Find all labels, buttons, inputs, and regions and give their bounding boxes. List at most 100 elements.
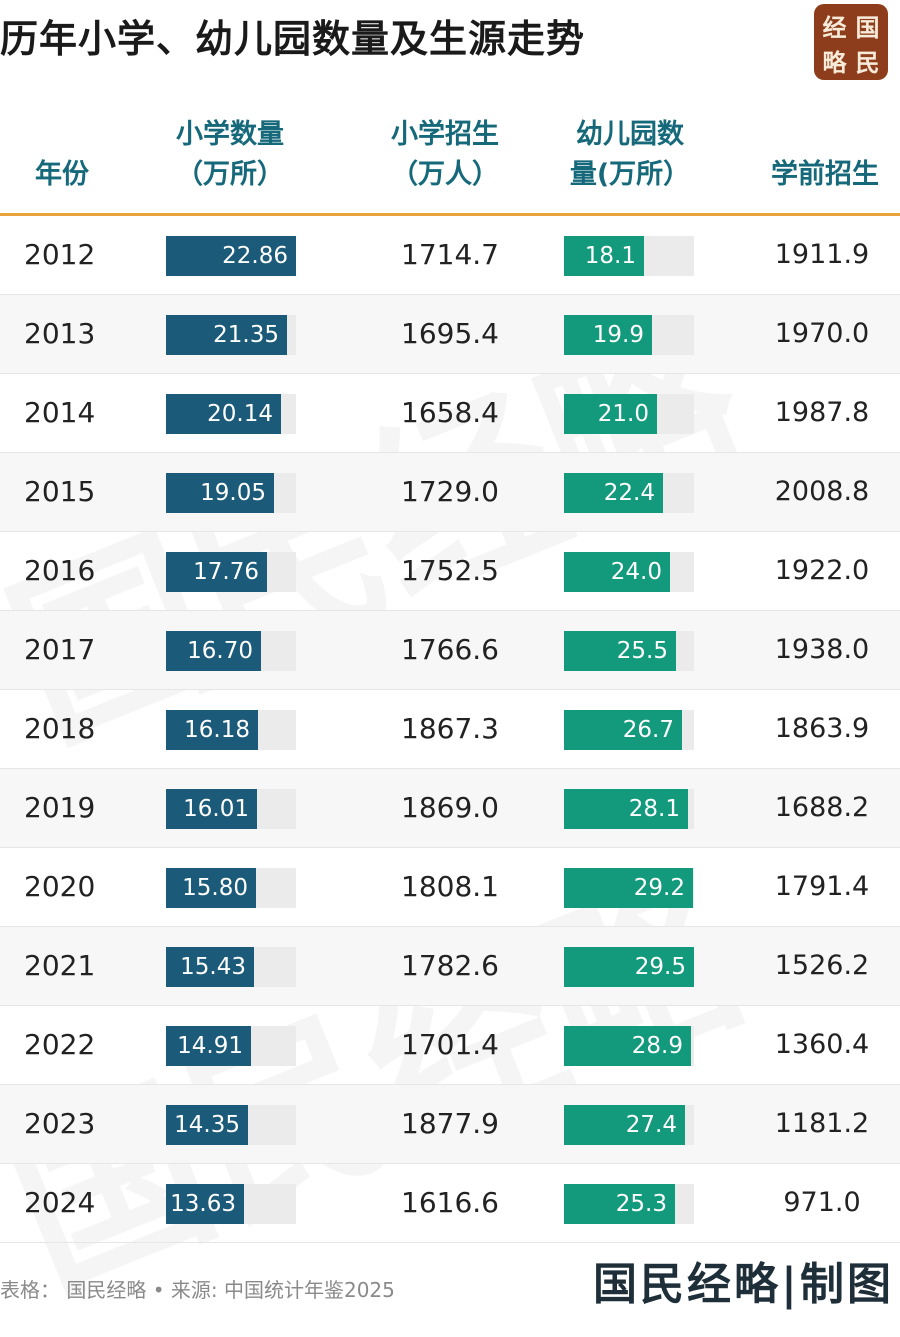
source-note: 表格： 国民经略 • 来源: 中国统计年鉴2025 — [0, 1278, 395, 1302]
seal-char: 民 — [855, 48, 880, 77]
year-cell: 2013 — [24, 317, 96, 350]
preschool-cell: 2008.8 — [774, 476, 870, 507]
year-cell: 2022 — [24, 1028, 96, 1061]
enroll-cell: 1808.1 — [401, 870, 499, 903]
preschool-cell: 1863.9 — [774, 713, 870, 744]
table-row: 2016 17.76 1752.5 24.0 1922.0 — [0, 532, 900, 611]
preschool-cell: 1987.8 — [774, 397, 870, 428]
enroll-cell: 1658.4 — [401, 396, 499, 429]
kinder-bar-track: 27.4 — [564, 1105, 694, 1145]
enroll-cell: 1867.3 — [401, 712, 499, 745]
kinder-value: 19.9 — [592, 322, 644, 348]
kinder-bar-track: 24.0 — [564, 552, 694, 592]
kinder-bar — [564, 473, 663, 513]
kinder-bar-track: 29.2 — [564, 868, 694, 908]
kinder-value: 21.0 — [597, 401, 649, 427]
enroll-cell: 1695.4 — [401, 317, 499, 350]
schools-bar — [166, 315, 287, 355]
table-row: 2012 22.86 1714.7 18.1 1911.9 — [0, 216, 900, 295]
schools-value: 16.18 — [184, 717, 250, 743]
schools-bar — [166, 552, 267, 592]
schools-bar — [166, 1184, 244, 1224]
kinder-bar — [564, 236, 644, 276]
kinder-bar — [564, 710, 682, 750]
kinder-bar — [564, 868, 693, 908]
kinder-bar — [564, 552, 670, 592]
year-cell: 2024 — [24, 1186, 96, 1219]
preschool-cell: 1688.2 — [774, 792, 870, 823]
year-cell: 2019 — [24, 791, 96, 824]
enroll-cell: 1714.7 — [401, 238, 499, 271]
table-row: 2023 14.35 1877.9 27.4 1181.2 — [0, 1085, 900, 1164]
schools-value: 14.91 — [177, 1033, 243, 1059]
header-preschool: 学前招生 — [760, 155, 890, 195]
kinder-value: 18.1 — [584, 243, 636, 269]
brand-mark: 国民经略|制图 — [592, 1259, 894, 1310]
data-table: 2012 22.86 1714.7 18.1 1911.9 2013 21.35 1695.4… — [0, 216, 900, 1243]
schools-value: 13.63 — [170, 1191, 236, 1217]
header-schools-line2: （万所） — [176, 159, 284, 190]
table-row: 2019 16.01 1869.0 28.1 1688.2 — [0, 769, 900, 848]
header-schools-line1: 小学数量 — [176, 119, 284, 150]
kinder-value: 27.4 — [625, 1112, 677, 1138]
table-header: 年份 小学数量 （万所） 小学招生 （万人） 幼儿园数 量(万所） 学前招生 — [0, 105, 900, 216]
year-cell: 2018 — [24, 712, 96, 745]
kinder-bar-track: 28.9 — [564, 1026, 694, 1066]
logo-seal: 经 国 略 民 — [814, 4, 888, 80]
schools-bar-track: 17.76 — [166, 552, 296, 592]
kinder-bar — [564, 947, 694, 987]
year-cell: 2017 — [24, 633, 96, 666]
enroll-cell: 1752.5 — [401, 554, 499, 587]
year-cell: 2012 — [24, 238, 96, 271]
table-row: 2020 15.80 1808.1 29.2 1791.4 — [0, 848, 900, 927]
kinder-bar-track: 28.1 — [564, 789, 694, 829]
preschool-cell: 1922.0 — [774, 555, 870, 586]
kinder-bar — [564, 1105, 685, 1145]
kinder-bar-track: 19.9 — [564, 315, 694, 355]
table-row: 2018 16.18 1867.3 26.7 1863.9 — [0, 690, 900, 769]
kinder-bar-track: 22.4 — [564, 473, 694, 513]
year-cell: 2021 — [24, 949, 96, 982]
schools-bar — [166, 1026, 251, 1066]
enroll-cell: 1782.6 — [401, 949, 499, 982]
schools-value: 20.14 — [207, 401, 273, 427]
schools-value: 14.35 — [174, 1112, 240, 1138]
table-row: 2017 16.70 1766.6 25.5 1938.0 — [0, 611, 900, 690]
schools-bar-track: 19.05 — [166, 473, 296, 513]
kinder-bar-track: 26.7 — [564, 710, 694, 750]
kinder-bar-track: 25.5 — [564, 631, 694, 671]
kinder-value: 28.1 — [628, 796, 680, 822]
header-enroll-line2: （万人） — [391, 159, 499, 190]
year-cell: 2014 — [24, 396, 96, 429]
schools-bar — [166, 1105, 248, 1145]
header-preschool-label: 学前招生 — [771, 159, 879, 190]
seal-char: 国 — [855, 13, 880, 42]
kinder-bar — [564, 1026, 691, 1066]
kinder-bar — [564, 789, 688, 829]
kinder-value: 22.4 — [603, 480, 655, 506]
header-year: 年份 — [22, 155, 102, 195]
kinder-value: 24.0 — [610, 559, 662, 585]
seal-char: 经 — [822, 13, 847, 42]
schools-value: 22.86 — [222, 243, 288, 269]
schools-bar — [166, 394, 281, 434]
schools-bar-track: 22.86 — [166, 236, 296, 276]
schools-bar — [166, 631, 261, 671]
seal-char: 略 — [822, 48, 847, 77]
preschool-cell: 1970.0 — [774, 318, 870, 349]
schools-bar-track: 16.01 — [166, 789, 296, 829]
enroll-cell: 1877.9 — [401, 1107, 499, 1140]
year-cell: 2016 — [24, 554, 96, 587]
schools-bar — [166, 868, 256, 908]
preschool-cell: 1911.9 — [774, 239, 870, 270]
enroll-cell: 1869.0 — [401, 791, 499, 824]
preschool-cell: 971.0 — [783, 1187, 861, 1218]
header-kinder-line2: 量(万所） — [569, 159, 691, 190]
kinder-bar-track: 21.0 — [564, 394, 694, 434]
enroll-cell: 1701.4 — [401, 1028, 499, 1061]
schools-value: 21.35 — [213, 322, 279, 348]
schools-bar-track: 15.80 — [166, 868, 296, 908]
preschool-cell: 1791.4 — [774, 871, 870, 902]
schools-value: 19.05 — [200, 480, 266, 506]
schools-bar — [166, 710, 258, 750]
